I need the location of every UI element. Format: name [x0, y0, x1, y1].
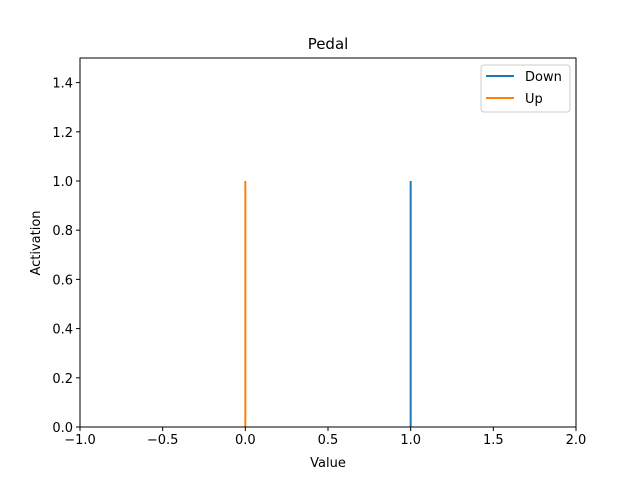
y-tick-label: 0.2	[52, 372, 73, 387]
y-tick-label: 0.8	[52, 224, 73, 239]
legend-label-down: Down	[525, 70, 562, 85]
chart-title: Pedal	[308, 35, 349, 53]
y-tick-label: 1.0	[52, 175, 73, 190]
y-tick-label: 1.4	[52, 77, 73, 92]
x-tick-label: −0.5	[147, 433, 179, 448]
x-tick-label: 0.0	[235, 433, 256, 448]
plot-area: −1.0 −0.5 0.0 0.5 1.0 1.5 2.0 0.0 0.2 0.4 0.6 0.8 1.…	[52, 57, 587, 448]
y-axis-label: Activation	[29, 210, 44, 275]
x-tick-label: 2.0	[566, 433, 587, 448]
x-tick-label: 1.5	[483, 433, 504, 448]
y-tick-label: 0.6	[52, 273, 73, 288]
y-tick-label: 0.0	[52, 421, 73, 436]
legend: Down Up	[480, 64, 571, 113]
x-tick-label: −1.0	[64, 433, 96, 448]
y-tick-label: 1.2	[52, 126, 73, 141]
x-tick-label: 0.5	[318, 433, 339, 448]
y-tick-label: 0.4	[52, 323, 73, 338]
x-tick-label: 1.0	[400, 433, 421, 448]
legend-label-up: Up	[525, 92, 543, 107]
x-axis-label: Value	[310, 456, 346, 471]
